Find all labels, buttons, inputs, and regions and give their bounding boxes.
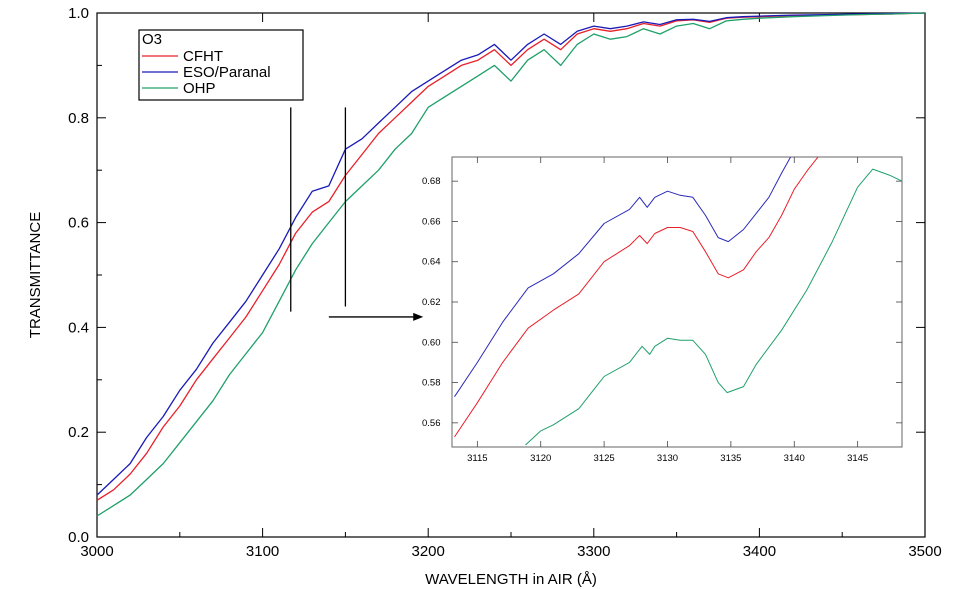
inset-xtick-label-3145: 3145: [847, 453, 868, 464]
inset-ytick-label-0: 0.56: [422, 418, 441, 429]
inset-xtick-label-3115: 3115: [467, 453, 487, 464]
legend-title: O3: [142, 31, 162, 48]
main-ytick-label-5: 1.0: [68, 5, 89, 22]
main-xtick-label-3400: 3400: [743, 543, 776, 560]
main-ytick-label-1: 0.2: [68, 424, 89, 441]
legend-label-cfht: CFHT: [183, 48, 223, 65]
main-series-eso-paranal: [96, 12, 926, 496]
y-axis-label: TRANSMITTANCE: [27, 212, 44, 338]
main-ytick-label-2: 0.4: [68, 319, 89, 336]
inset-ytick-label-4: 0.64: [422, 257, 441, 268]
legend-label-ohp: OHP: [183, 80, 216, 97]
inset-xtick-label-3130: 3130: [657, 453, 678, 464]
inset-series-eso-paranal: [454, 157, 792, 397]
inset-ytick-label-3: 0.62: [422, 297, 441, 308]
main-ytick-label-4: 0.8: [68, 110, 89, 127]
inset-series-cfht: [454, 157, 819, 438]
inset-ytick-label-5: 0.66: [422, 216, 441, 227]
x-axis-label: WAVELENGTH in AIR (Å): [425, 571, 597, 588]
inset-plot: 3115 3120 3125 3130 3135 3140 3145 0.56 0.58 0.60…: [422, 156, 903, 464]
main-series-ohp: [96, 12, 926, 517]
inset-xtick-label-3125: 3125: [594, 453, 615, 464]
inset-ytick-label-1: 0.58: [422, 378, 441, 389]
main-xtick-label-3000: 3000: [80, 543, 113, 560]
inset-xtick-label-3140: 3140: [784, 453, 805, 464]
main-xtick-label-3100: 3100: [246, 543, 279, 560]
inset-ytick-label-2: 0.60: [422, 337, 441, 348]
main-xtick-label-3500: 3500: [908, 543, 941, 560]
inset-xtick-label-3135: 3135: [720, 453, 741, 464]
main-plot: 3000 3100 3200 3300 3400 3500 0.0 0.2 0.4 0.6 0.8 1…: [27, 5, 942, 588]
inset-plot-frame: [451, 156, 903, 448]
main-ytick-label-3: 0.6: [68, 215, 89, 232]
inset-series-ohp: [525, 168, 902, 446]
zoom-arrow-head: [413, 312, 424, 321]
main-series-cfht: [96, 12, 926, 501]
inset-xtick-label-3120: 3120: [530, 453, 551, 464]
main-xtick-label-3300: 3300: [577, 543, 610, 560]
inset-ytick-label-6: 0.68: [422, 176, 441, 187]
main-ytick-label-0: 0.0: [68, 529, 89, 546]
main-xtick-label-3200: 3200: [412, 543, 445, 560]
legend-label-eso-paranal: ESO/Paranal: [183, 64, 271, 81]
